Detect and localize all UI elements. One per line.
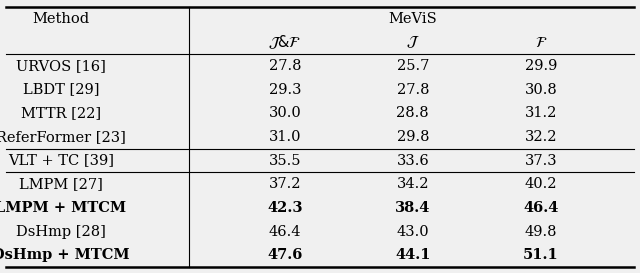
Text: Method: Method	[32, 12, 90, 26]
Text: 27.8: 27.8	[397, 83, 429, 97]
Text: URVOS [16]: URVOS [16]	[16, 59, 106, 73]
Text: 35.5: 35.5	[269, 153, 301, 168]
Text: DsHmp [28]: DsHmp [28]	[16, 224, 106, 239]
Text: DsHmp + MTCM: DsHmp + MTCM	[0, 248, 130, 262]
Text: LBDT [29]: LBDT [29]	[22, 83, 99, 97]
Text: 40.2: 40.2	[525, 177, 557, 191]
Text: MTTR [22]: MTTR [22]	[20, 106, 101, 120]
Text: LMPM + MTCM: LMPM + MTCM	[0, 201, 126, 215]
Text: 46.4: 46.4	[269, 224, 301, 239]
Text: $\mathcal{J}$: $\mathcal{J}$	[406, 34, 420, 50]
Text: 29.9: 29.9	[525, 59, 557, 73]
Text: 44.1: 44.1	[395, 248, 431, 262]
Text: $\mathcal{F}$: $\mathcal{F}$	[534, 35, 547, 50]
Text: LMPM [27]: LMPM [27]	[19, 177, 103, 191]
Text: 28.8: 28.8	[397, 106, 429, 120]
Text: 25.7: 25.7	[397, 59, 429, 73]
Text: 37.3: 37.3	[525, 153, 557, 168]
Text: 43.0: 43.0	[397, 224, 429, 239]
Text: 29.3: 29.3	[269, 83, 301, 97]
Text: VLT + TC [39]: VLT + TC [39]	[8, 153, 114, 168]
Text: 31.2: 31.2	[525, 106, 557, 120]
Text: 51.1: 51.1	[523, 248, 559, 262]
Text: $\mathcal{J}$&$\mathcal{F}$: $\mathcal{J}$&$\mathcal{F}$	[268, 34, 301, 51]
Text: 49.8: 49.8	[525, 224, 557, 239]
Text: 38.4: 38.4	[395, 201, 431, 215]
Text: 47.6: 47.6	[267, 248, 303, 262]
Text: 27.8: 27.8	[269, 59, 301, 73]
Text: 30.8: 30.8	[524, 83, 557, 97]
Text: 31.0: 31.0	[269, 130, 301, 144]
Text: 29.8: 29.8	[397, 130, 429, 144]
Text: 32.2: 32.2	[525, 130, 557, 144]
Text: 34.2: 34.2	[397, 177, 429, 191]
Text: ReferFormer [23]: ReferFormer [23]	[0, 130, 125, 144]
Text: 33.6: 33.6	[396, 153, 429, 168]
Text: 37.2: 37.2	[269, 177, 301, 191]
Text: MeViS: MeViS	[388, 12, 437, 26]
Text: 42.3: 42.3	[267, 201, 303, 215]
Text: 46.4: 46.4	[523, 201, 559, 215]
Text: 30.0: 30.0	[268, 106, 301, 120]
